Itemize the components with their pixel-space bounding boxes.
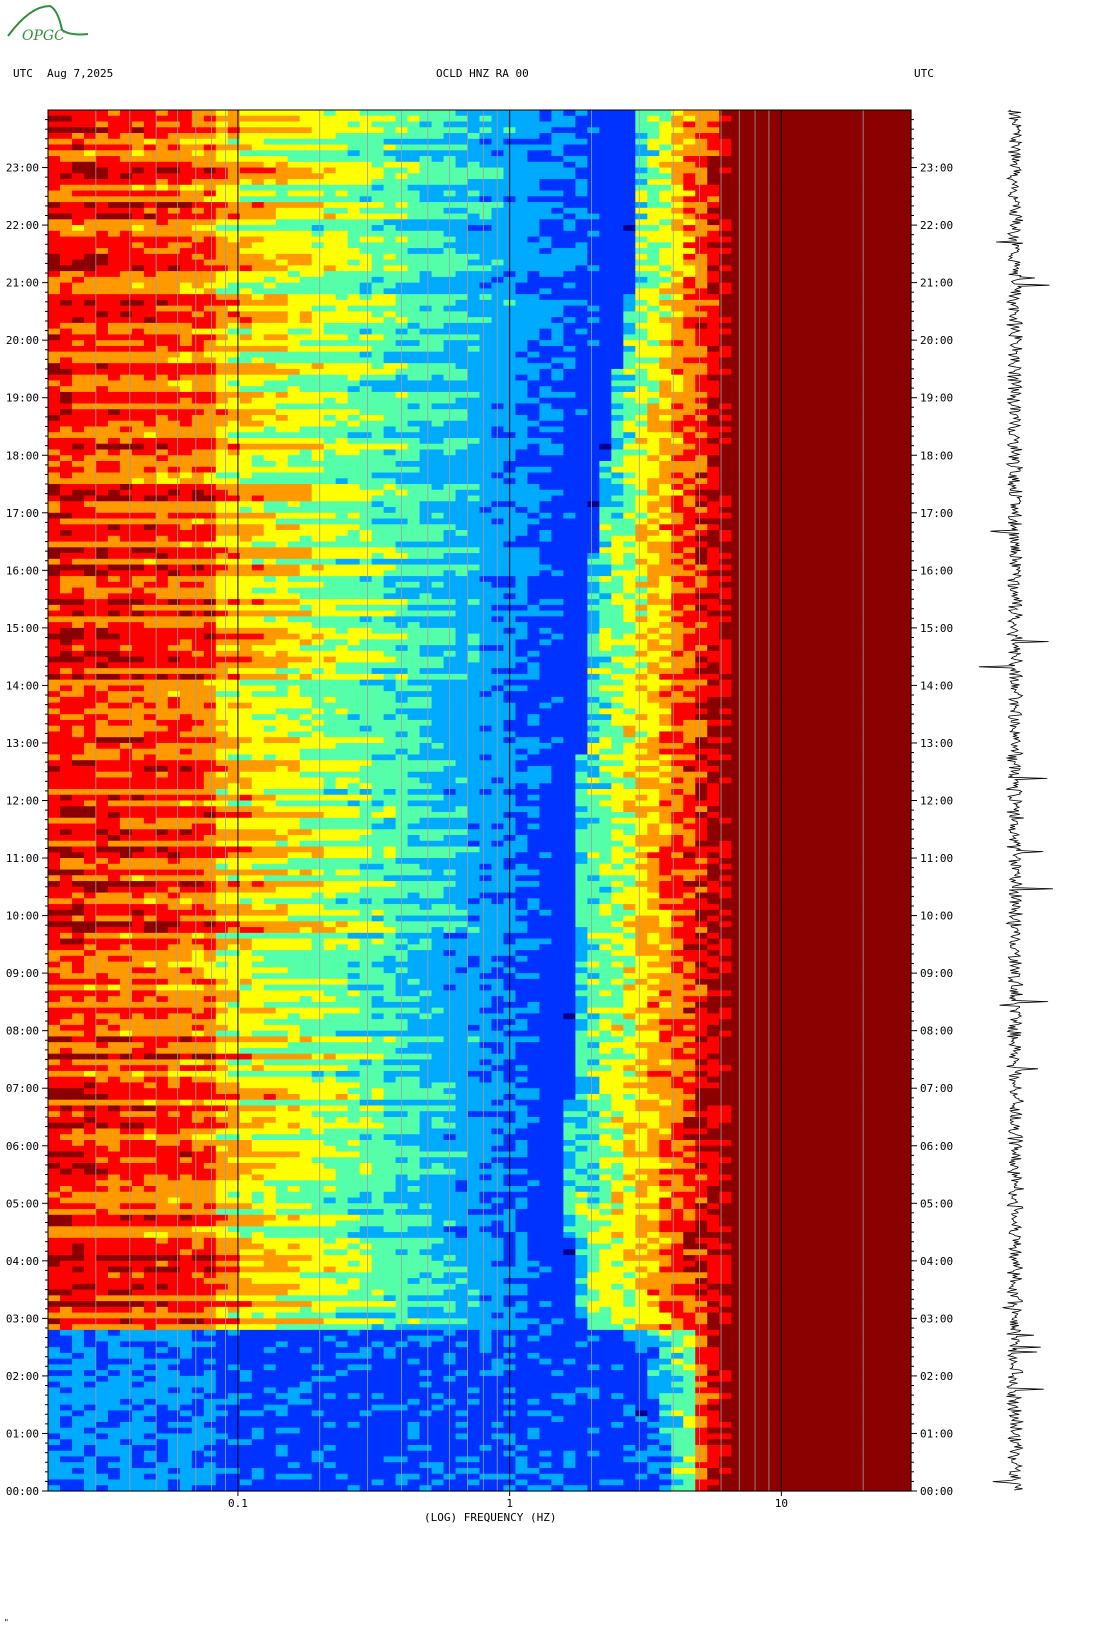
y-tick-label-right: 11:00 (920, 852, 953, 865)
y-tick-label-left: 09:00 (6, 967, 39, 980)
y-tick-label-left: 22:00 (6, 219, 39, 232)
y-tick-label-left: 08:00 (6, 1025, 39, 1038)
y-tick-label-left: 11:00 (6, 852, 39, 865)
y-tick-label-right: 18:00 (920, 449, 953, 462)
y-tick-label-left: 20:00 (6, 334, 39, 347)
y-tick-label-right: 10:00 (920, 910, 953, 923)
y-tick-label-right: 05:00 (920, 1197, 953, 1210)
header-date: Aug 7,2025 (47, 67, 114, 80)
opgc-logo: OPGC (7, 4, 89, 44)
y-tick-label-left: 16:00 (6, 564, 39, 577)
y-tick-label-right: 20:00 (920, 334, 953, 347)
y-tick-label-left: 06:00 (6, 1140, 39, 1153)
x-tick-label: 10 (775, 1497, 788, 1510)
y-tick-label-right: 14:00 (920, 679, 953, 692)
header-station: OCLD HNZ RA 00 (436, 67, 529, 80)
y-tick-label-right: 15:00 (920, 622, 953, 635)
x-axis-label: (LOG) FREQUENCY (HZ) (424, 1511, 557, 1524)
y-tick-label-right: 21:00 (920, 277, 953, 290)
y-tick-label-left: 14:00 (6, 679, 39, 692)
y-tick-label-right: 16:00 (920, 564, 953, 577)
y-tick-label-left: 15:00 (6, 622, 39, 635)
y-tick-label-left: 21:00 (6, 277, 39, 290)
x-tick-label: 0.1 (228, 1497, 248, 1510)
y-tick-label-right: 04:00 (920, 1255, 953, 1268)
spectrogram-cells (48, 110, 912, 1492)
y-tick-label-left: 10:00 (6, 910, 39, 923)
y-tick-label-left: 17:00 (6, 507, 39, 520)
header-right-tz: UTC (914, 67, 934, 80)
y-tick-label-left: 03:00 (6, 1312, 39, 1325)
y-tick-label-left: 02:00 (6, 1370, 39, 1383)
y-tick-label-left: 04:00 (6, 1255, 39, 1268)
y-tick-label-left: 07:00 (6, 1082, 39, 1095)
y-tick-label-right: 06:00 (920, 1140, 953, 1153)
y-tick-label-left: 19:00 (6, 392, 39, 405)
seismogram-trace (978, 109, 1053, 1491)
y-tick-label-right: 22:00 (920, 219, 953, 232)
y-tick-label-right: 23:00 (920, 162, 953, 175)
y-tick-label-right: 09:00 (920, 967, 953, 980)
y-tick-label-left: 18:00 (6, 449, 39, 462)
y-tick-label-left: 00:00 (6, 1485, 39, 1498)
y-tick-label-right: 17:00 (920, 507, 953, 520)
x-tick-label: 1 (506, 1497, 513, 1510)
y-tick-label-left: 12:00 (6, 795, 39, 808)
y-tick-label-right: 01:00 (920, 1427, 953, 1440)
y-tick-label-right: 08:00 (920, 1025, 953, 1038)
y-tick-label-left: 23:00 (6, 162, 39, 175)
y-tick-label-left: 01:00 (6, 1427, 39, 1440)
logo-text: OPGC (22, 28, 65, 44)
y-tick-label-right: 12:00 (920, 795, 953, 808)
y-tick-label-right: 13:00 (920, 737, 953, 750)
y-tick-label-right: 03:00 (920, 1312, 953, 1325)
y-tick-label-right: 02:00 (920, 1370, 953, 1383)
y-tick-label-left: 13:00 (6, 737, 39, 750)
y-tick-label-right: 00:00 (920, 1485, 953, 1498)
y-tick-label-right: 07:00 (920, 1082, 953, 1095)
footer-mark: " (4, 1618, 9, 1627)
y-tick-label-right: 19:00 (920, 392, 953, 405)
header-left-tz: UTC (13, 67, 33, 80)
y-tick-label-left: 05:00 (6, 1197, 39, 1210)
